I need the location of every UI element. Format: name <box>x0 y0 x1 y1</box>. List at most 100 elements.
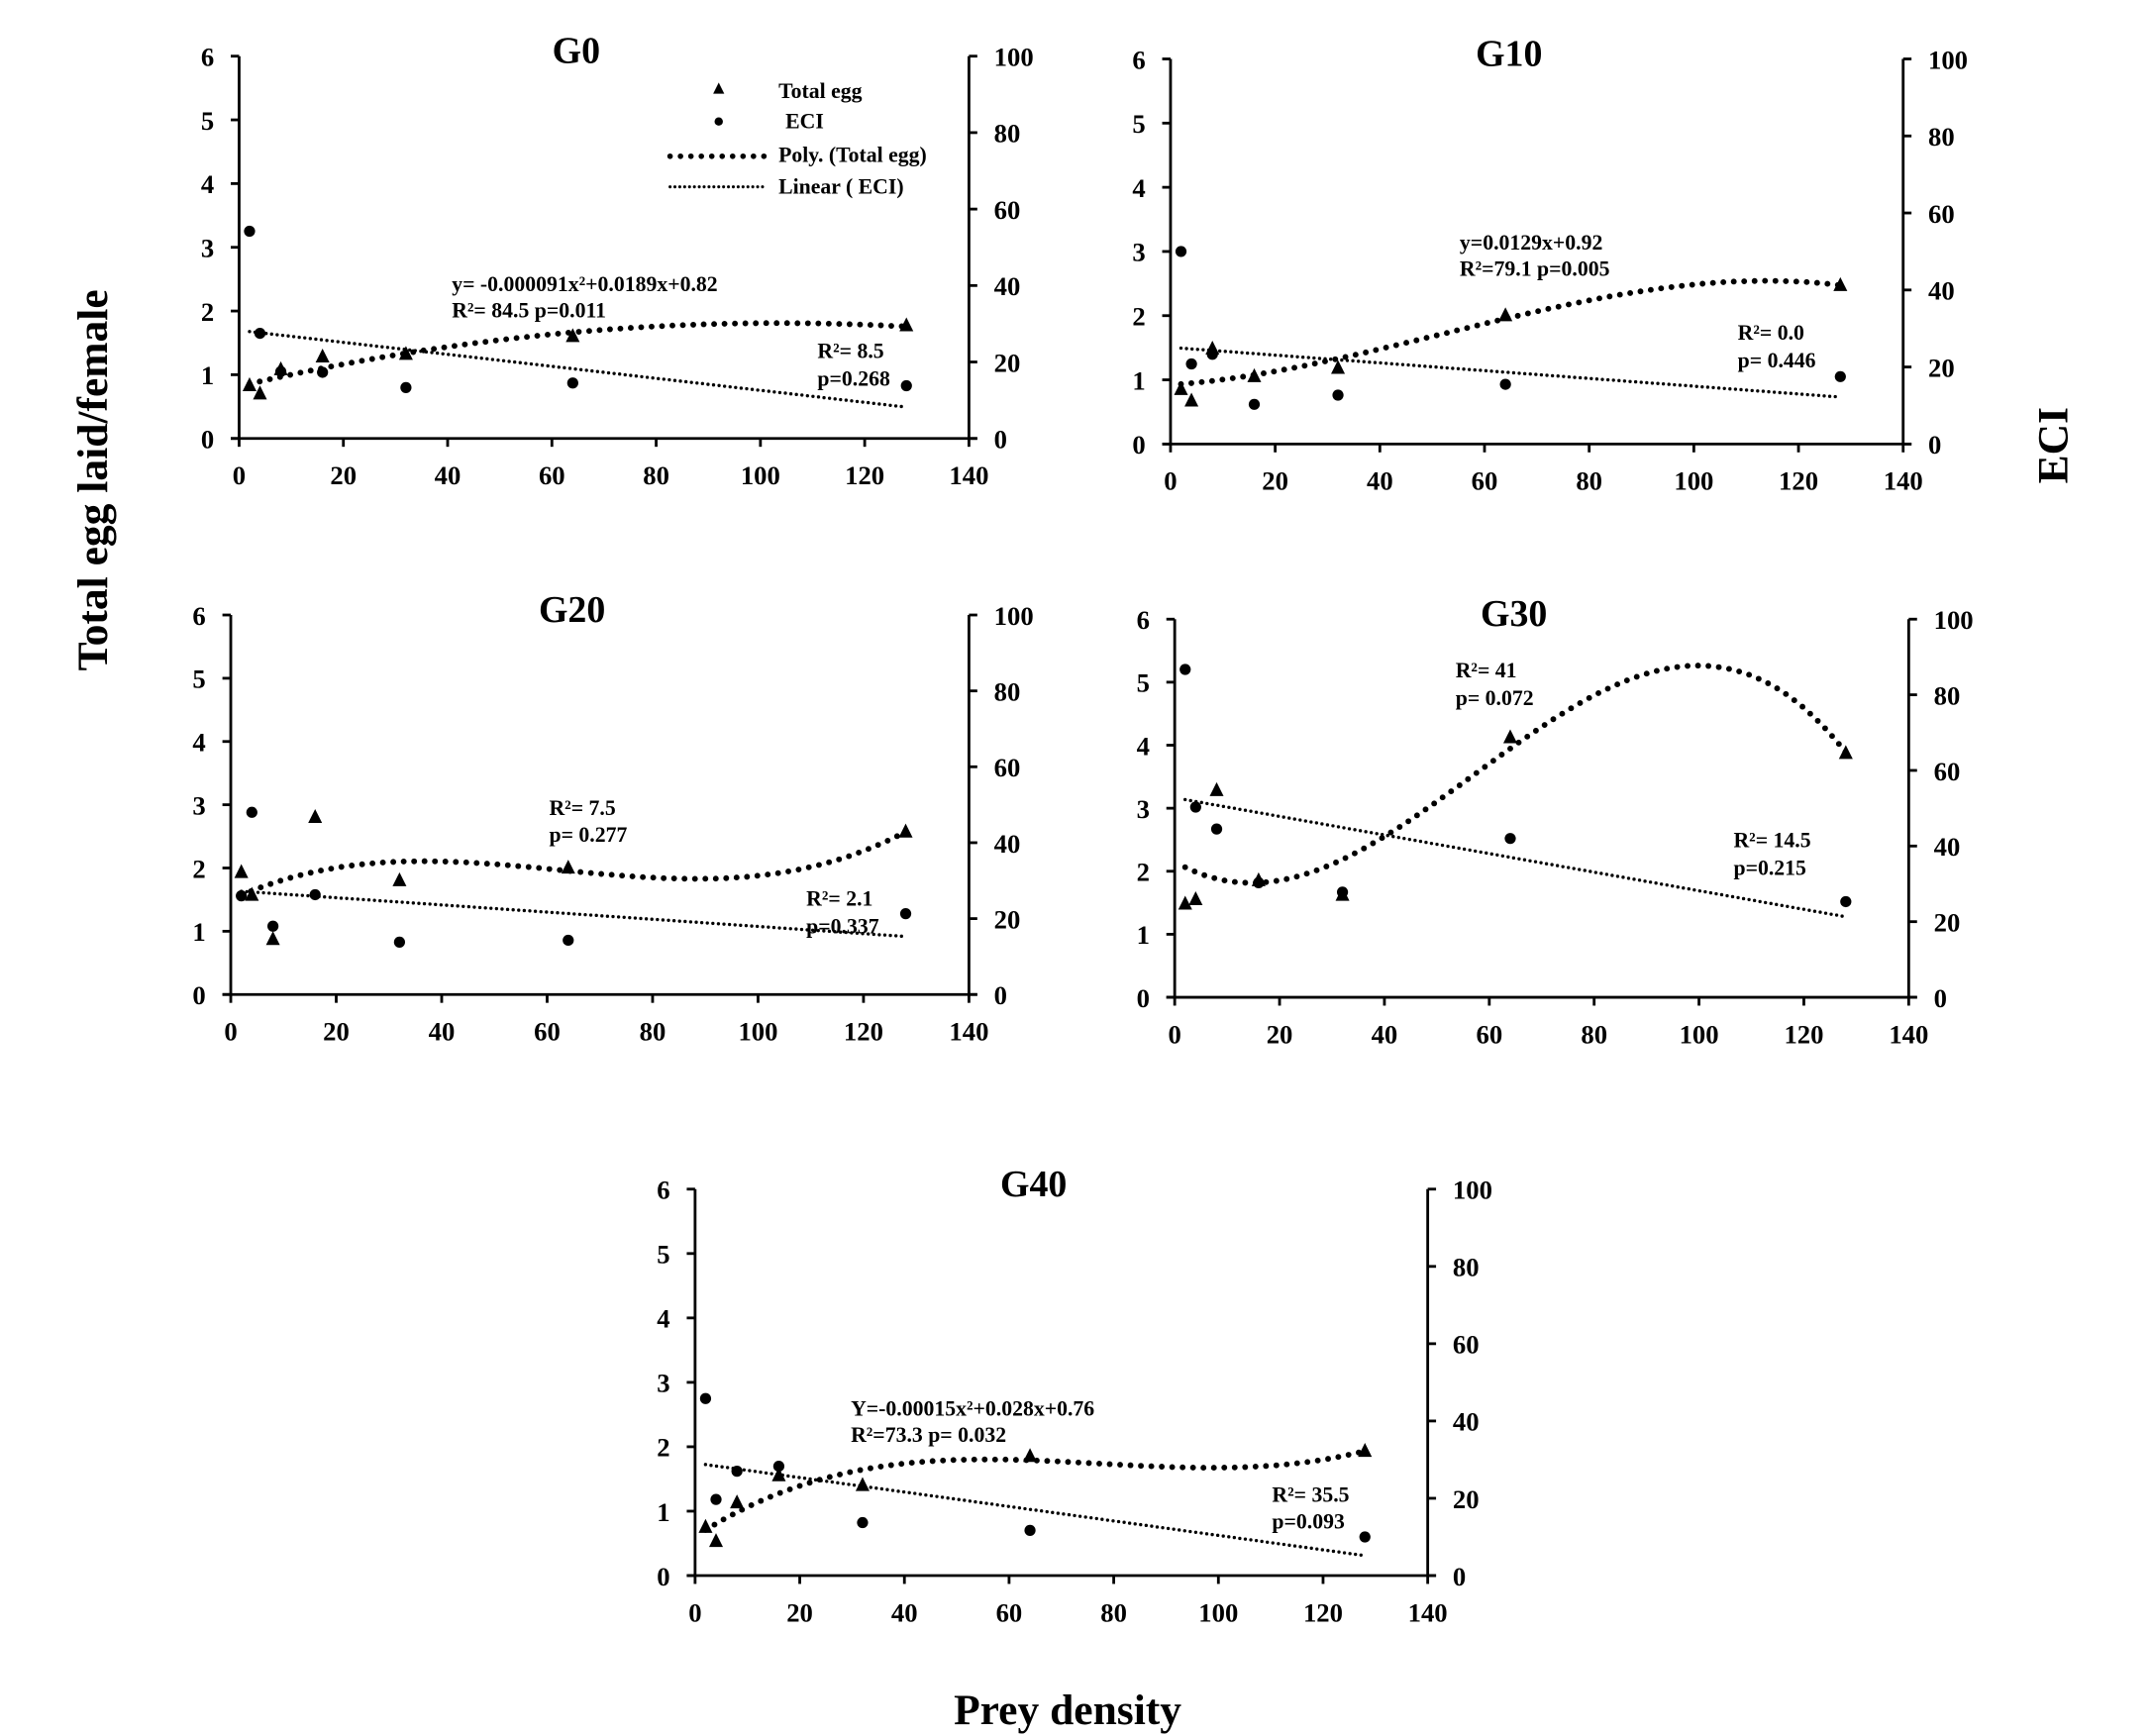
x-tick-label: 0 <box>224 1017 237 1047</box>
y2-tick-label: 60 <box>1453 1330 1480 1360</box>
eci-point <box>393 936 406 948</box>
total-egg-point <box>1174 380 1188 395</box>
y2-tick-label: 100 <box>994 43 1034 72</box>
x-tick-label: 100 <box>738 1017 777 1047</box>
eci-point <box>1189 801 1201 813</box>
eci-point <box>246 806 257 818</box>
eci-point <box>699 1392 712 1404</box>
y-tick-label: 2 <box>1132 302 1145 332</box>
y-tick-label: 3 <box>1137 794 1150 824</box>
annotation-lin-r2: R²= 35.5 <box>1272 1483 1349 1507</box>
total-egg-point <box>855 1477 870 1491</box>
eci-point <box>1185 357 1197 370</box>
y-tick-label: 5 <box>1137 668 1150 698</box>
annotation-lin-r2: R²= 0.0 <box>1738 321 1804 345</box>
x-tick-label: 60 <box>1476 1019 1502 1049</box>
y2-tick-label: 20 <box>994 904 1021 934</box>
eci-point <box>267 920 279 932</box>
y2-tick-label: 80 <box>1934 680 1961 710</box>
y-tick-label: 6 <box>201 43 214 72</box>
legend-label: ECI <box>785 110 824 134</box>
total-egg-point <box>1188 890 1203 906</box>
annotation-lin-p: p=0.215 <box>1733 857 1806 880</box>
total-egg-point <box>1023 1448 1038 1463</box>
annotation-poly-stats: R²= 41 <box>1456 659 1517 682</box>
y2-tick-label: 100 <box>994 601 1034 631</box>
y-tick-label: 5 <box>1132 109 1145 139</box>
panel-title: G0 <box>553 31 600 72</box>
poly-trendline-total-egg <box>238 829 909 898</box>
x-tick-label: 120 <box>1784 1019 1823 1049</box>
y-tick-label: 0 <box>1132 430 1145 460</box>
total-egg-point <box>1251 871 1266 886</box>
y-tick-label: 5 <box>192 664 205 694</box>
total-egg-point <box>771 1467 786 1481</box>
eci-point <box>857 1516 869 1529</box>
y-tick-label: 3 <box>192 790 205 820</box>
eci-point <box>1359 1531 1371 1543</box>
y-tick-label: 0 <box>192 980 205 1010</box>
x-tick-label: 80 <box>640 1017 666 1047</box>
y-tick-label: 1 <box>657 1497 669 1527</box>
x-tick-label: 40 <box>891 1597 918 1627</box>
annotation-poly-eq: y= -0.000091x²+0.0189x+0.82 <box>452 272 717 296</box>
y2-tick-label: 20 <box>1453 1484 1480 1514</box>
total-egg-point <box>561 860 575 874</box>
y-tick-label: 2 <box>657 1433 669 1463</box>
y2-tick-label: 100 <box>1928 45 1968 74</box>
y2-tick-label: 0 <box>1934 983 1947 1013</box>
total-egg-point <box>1502 729 1518 744</box>
y2-tick-label: 0 <box>994 425 1007 455</box>
y2-tick-label: 20 <box>1934 908 1961 938</box>
y2-tick-label: 0 <box>1928 430 1941 460</box>
total-egg-point <box>1178 895 1192 910</box>
legend-label: Poly. (Total egg) <box>778 143 927 166</box>
x-tick-label: 140 <box>1884 466 1923 496</box>
y-tick-label: 6 <box>192 601 205 631</box>
panel-title: G20 <box>539 589 605 631</box>
total-egg-point <box>730 1494 745 1509</box>
annotation-lin-p: p=0.337 <box>806 914 879 938</box>
y-tick-label: 4 <box>1132 173 1145 203</box>
eci-point <box>309 888 321 901</box>
x-tick-label: 100 <box>741 460 780 490</box>
y2-tick-label: 100 <box>1453 1175 1492 1205</box>
annotation-lin-r2: R²= 2.1 <box>806 886 872 910</box>
y-tick-label: 2 <box>192 854 205 883</box>
x-tick-label: 20 <box>1267 1019 1293 1049</box>
eci-point <box>244 225 256 238</box>
annotation-poly-stats: R²= 7.5 <box>549 796 615 820</box>
x-tick-label: 0 <box>1169 1019 1181 1049</box>
panel-g0: 0 20 40 60 80 100 120 1400123456020406080100G0y… <box>201 31 1034 490</box>
total-egg-point <box>308 808 323 824</box>
eci-point <box>1175 246 1187 257</box>
x-tick-label: 140 <box>949 460 988 490</box>
eci-point <box>731 1466 743 1478</box>
panel-g10: 0 20 40 60 80 100 120 1400123456020406080100G10… <box>1132 34 1968 496</box>
linear-trendline-eci <box>1183 797 1848 919</box>
eci-point <box>772 1460 785 1473</box>
y-tick-label: 6 <box>1132 45 1145 74</box>
poly-trendline-total-egg <box>702 1448 1369 1533</box>
eci-point <box>1024 1524 1036 1536</box>
total-egg-point <box>398 346 413 360</box>
y-tick-label: 4 <box>657 1304 669 1334</box>
y-tick-label: 5 <box>201 106 214 136</box>
total-egg-point <box>708 1533 724 1548</box>
total-egg-point <box>253 385 267 400</box>
eci-point <box>1834 370 1846 382</box>
eci-point <box>566 377 578 389</box>
total-egg-point <box>1331 359 1346 374</box>
total-egg-point <box>1335 886 1350 901</box>
x-tick-label: 120 <box>1779 466 1818 496</box>
y-tick-label: 2 <box>1137 858 1150 887</box>
total-egg-point <box>273 360 288 375</box>
total-egg-point <box>265 931 280 946</box>
y-tick-label: 6 <box>1137 605 1150 635</box>
eci-point <box>1499 378 1511 390</box>
panel-title: G10 <box>1476 34 1542 75</box>
total-egg-point <box>1833 276 1848 291</box>
poly-trendline-total-egg <box>247 320 910 387</box>
total-egg-point <box>1247 367 1262 382</box>
x-tick-label: 80 <box>1100 1597 1127 1627</box>
